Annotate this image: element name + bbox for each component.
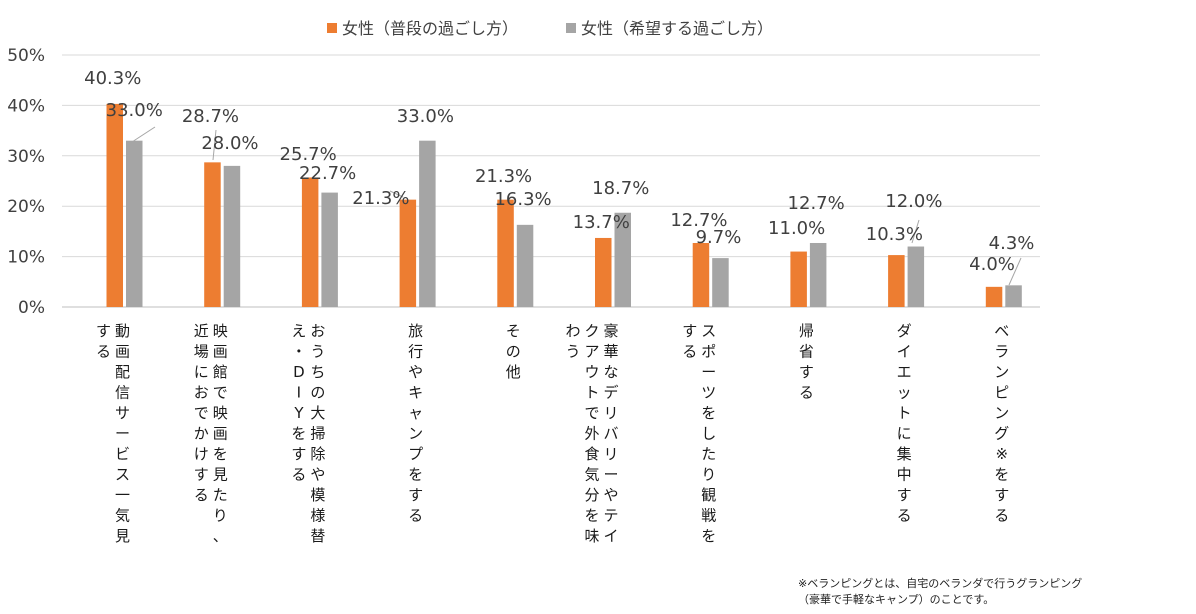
- x-category-label: 旅行やキャンプをする: [408, 322, 423, 525]
- data-label: 4.0%: [969, 254, 1015, 275]
- data-label: 13.7%: [573, 212, 630, 233]
- bar-desired: [809, 242, 827, 307]
- bar-usual: [595, 237, 612, 307]
- bar-desired: [223, 165, 241, 307]
- data-label: 9.7%: [696, 227, 742, 248]
- data-label: 25.7%: [280, 144, 337, 165]
- x-axis-category-labels: 動画配信サービス一気見する映画館で映画を見たり、近場におでかけするおうちの大掃除…: [96, 322, 1009, 545]
- x-category-label-line: え・ D I Y をする: [291, 322, 306, 484]
- data-label: 12.7%: [670, 210, 727, 231]
- bar-usual: [790, 251, 807, 307]
- legend-label: 女性（普段の過ごし方）: [342, 19, 518, 38]
- leader-line: [389, 190, 404, 198]
- legend-swatch: [566, 23, 576, 33]
- x-category-label-line: する: [682, 322, 697, 361]
- x-category-label-line: ダイエットに集中する: [897, 322, 912, 525]
- x-category-label-line: ベランピング※をする: [994, 322, 1009, 525]
- data-label: 33.0%: [397, 106, 454, 127]
- data-label: 11.0%: [768, 218, 825, 239]
- x-category-label-line: クアウトで外食気分を味: [584, 322, 599, 545]
- y-tick-label: 10%: [7, 248, 45, 268]
- bar-desired: [907, 246, 925, 307]
- footnote-line-1: ※ベランピングとは、自宅のベランダで行うグランピング: [798, 577, 1083, 590]
- data-label: 22.7%: [299, 163, 356, 184]
- bar-usual: [204, 162, 221, 307]
- x-category-label-line: 帰省する: [799, 322, 814, 402]
- bar-desired: [516, 224, 534, 307]
- data-label: 12.7%: [788, 193, 845, 214]
- legend-swatch: [327, 23, 337, 33]
- bar-desired: [126, 140, 143, 307]
- x-category-label-line: 近場におでかけする: [194, 322, 209, 504]
- bar-usual: [399, 199, 417, 307]
- x-category-label-line: 動画配信サービス一気見: [115, 322, 130, 545]
- bar-usual: [888, 255, 905, 307]
- x-category-label-line: 旅行やキャンプをする: [408, 322, 423, 525]
- bar-desired: [321, 192, 338, 307]
- x-category-label: 映画館で映画を見たり、近場におでかけする: [194, 322, 228, 545]
- data-label: 28.7%: [182, 106, 239, 127]
- footnote-line-2: （豪華で手軽なキャンプ）のことです。: [798, 593, 995, 606]
- data-labels: 40.3% 33.0% 28.7% 28.0% 25.7%22.7% 21.3% 33.0%…: [84, 68, 1034, 275]
- bar-desired: [712, 258, 729, 307]
- y-tick-label: 20%: [7, 197, 45, 217]
- bar-desired: [1005, 285, 1022, 307]
- leader-line: [911, 219, 920, 244]
- x-category-label-line: 映画館で映画を見たり、: [213, 322, 228, 545]
- data-label: 4.3%: [989, 233, 1035, 254]
- x-category-label-line: おうちの大掃除や模様替: [310, 322, 325, 545]
- data-label: 18.7%: [592, 178, 649, 199]
- leader-line: [212, 129, 217, 161]
- leader-line: [133, 126, 156, 142]
- data-label: 21.3%: [352, 188, 409, 209]
- data-label: 16.3%: [494, 189, 551, 210]
- label-leader-lines: [133, 126, 1022, 286]
- bar-usual: [106, 103, 123, 307]
- x-category-label: その他: [506, 322, 521, 381]
- data-label: 40.3%: [84, 68, 141, 89]
- x-category-label-line: わう: [565, 322, 580, 361]
- data-label: 33.0%: [106, 100, 163, 121]
- bar-series: [106, 103, 1022, 307]
- data-label: 10.3%: [866, 224, 923, 245]
- x-category-label: 帰省する: [799, 322, 814, 402]
- y-tick-label: 40%: [7, 96, 45, 116]
- leader-line: [1008, 257, 1022, 286]
- bar-desired: [419, 140, 436, 307]
- data-label: 12.0%: [885, 191, 942, 212]
- y-tick-label: 30%: [7, 147, 45, 167]
- legend-label: 女性（希望する過ごし方）: [581, 19, 773, 38]
- data-label: 21.3%: [475, 166, 532, 187]
- legend: 女性（普段の過ごし方） 女性（希望する過ごし方）: [327, 19, 773, 38]
- y-tick-label: 0%: [18, 298, 45, 318]
- x-category-label-line: 豪華なデリバリーやテイ: [603, 322, 618, 545]
- bar-desired: [614, 212, 631, 307]
- x-category-label: ダイエットに集中する: [897, 322, 912, 525]
- x-category-label-line: する: [96, 322, 111, 361]
- x-category-label-line: スポーツをしたり観戦を: [701, 322, 716, 545]
- bar-usual: [301, 177, 319, 307]
- y-axis-ticks: 0% 10% 20% 30% 40% 50%: [7, 46, 45, 318]
- bar-usual: [692, 242, 710, 307]
- x-category-label: ベランピング※をする: [994, 322, 1009, 525]
- bar-usual: [985, 286, 1003, 307]
- x-category-label-line: その他: [506, 322, 521, 381]
- y-tick-label: 50%: [7, 46, 45, 66]
- bar-usual: [497, 199, 514, 307]
- data-label: 28.0%: [201, 133, 258, 154]
